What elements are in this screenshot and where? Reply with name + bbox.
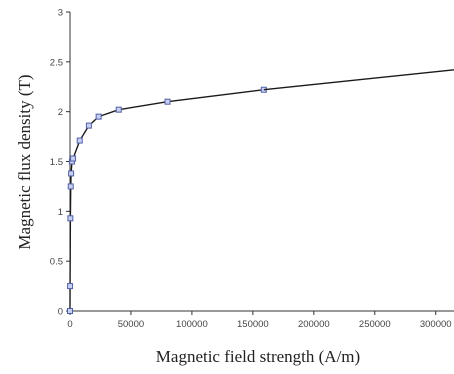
x-tick-label: 50000 bbox=[118, 319, 144, 330]
data-point-marker bbox=[67, 308, 73, 314]
data-point-marker bbox=[67, 183, 74, 190]
series-line-1 bbox=[69, 89, 264, 312]
x-tick-label: 0 bbox=[67, 319, 72, 330]
x-axis-ticks: 0 50000 100000 150000 200000 250000 300000 bbox=[67, 311, 452, 330]
data-point-marker bbox=[76, 137, 83, 144]
y-tick-label: 1.5 bbox=[50, 157, 63, 168]
x-axis-title: Magnetic field strength (A/m) bbox=[156, 347, 360, 366]
series-line-2 bbox=[263, 69, 454, 91]
x-tick-label: 100000 bbox=[176, 319, 208, 330]
x-tick-label: 300000 bbox=[420, 319, 452, 330]
y-tick-label: 3 bbox=[58, 8, 63, 19]
data-point-marker bbox=[115, 106, 122, 113]
y-tick-label: 0.5 bbox=[50, 257, 63, 268]
y-axis-title: Magnetic flux density (T) bbox=[15, 74, 34, 249]
x-tick-label: 150000 bbox=[237, 319, 269, 330]
data-series bbox=[67, 69, 454, 314]
data-point-marker bbox=[70, 155, 77, 162]
data-point-marker bbox=[164, 98, 171, 105]
y-axis-ticks: 0 0.5 1 1.5 2 2.5 3 bbox=[50, 8, 70, 318]
x-tick-label: 250000 bbox=[359, 319, 391, 330]
data-point-marker bbox=[85, 122, 92, 129]
y-tick-label: 0 bbox=[58, 307, 63, 318]
y-tick-label: 1 bbox=[58, 207, 63, 218]
axes bbox=[69, 12, 454, 312]
data-point-marker bbox=[67, 283, 74, 290]
y-tick-label: 2.5 bbox=[50, 57, 63, 68]
y-tick-label: 2 bbox=[58, 107, 63, 118]
data-point-marker bbox=[68, 170, 75, 177]
data-point-marker bbox=[67, 215, 74, 222]
data-point-marker bbox=[95, 113, 102, 120]
x-tick-label: 200000 bbox=[298, 319, 330, 330]
